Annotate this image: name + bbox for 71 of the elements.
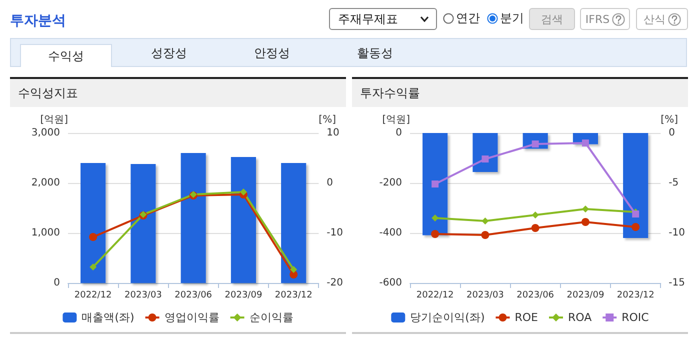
text: 투자분석	[10, 12, 66, 30]
point	[89, 233, 98, 241]
y2-tick-label: -10	[326, 228, 344, 238]
y2-axis-title: [%]	[660, 114, 678, 126]
point	[90, 264, 97, 270]
text: 성장성	[150, 45, 188, 62]
legend-label: 당기순이익(좌)	[410, 311, 485, 324]
y2-tick-label: -10	[668, 228, 686, 238]
point	[431, 230, 440, 238]
y-tick-label: -600	[379, 278, 402, 288]
x-tick-label: 2023/12	[274, 290, 312, 300]
point	[482, 218, 489, 224]
y-tick-label: -400	[379, 228, 402, 238]
y-tick-label: 3,000	[31, 128, 60, 138]
y-tick-label: 0	[396, 128, 402, 138]
text: 산식	[636, 8, 688, 30]
text: IFRS	[580, 8, 630, 30]
point	[432, 180, 439, 188]
bar	[180, 153, 206, 283]
bar	[281, 163, 306, 283]
chart-title: 수익성지표	[10, 77, 346, 107]
x-tick-label: 2023/06	[174, 290, 212, 300]
y2-axis-title: [%]	[318, 114, 336, 126]
text: 안정성	[253, 45, 291, 62]
y-axis-title: [억원]	[40, 114, 68, 126]
y-tick-label: 2,000	[31, 178, 60, 188]
y-tick-label: 0	[54, 278, 60, 288]
x-tick-label: 2023/03	[124, 290, 162, 300]
y2-tick-label: -20	[326, 278, 344, 288]
point	[582, 206, 589, 212]
point	[581, 218, 590, 226]
bar	[80, 163, 106, 283]
y2-tick-label: -5	[668, 178, 679, 188]
point	[432, 214, 439, 222]
bar	[130, 164, 156, 283]
text: 분기	[499, 10, 524, 27]
text: 검색	[529, 8, 575, 30]
y2-tick-label: 0	[668, 128, 676, 138]
text: 연간	[455, 10, 480, 27]
legend-label: 순이익률	[249, 311, 294, 324]
point	[531, 224, 540, 232]
x-tick-label: 2023/09	[566, 290, 604, 300]
text: 활동성	[356, 45, 394, 62]
text: 주재무제표	[329, 8, 437, 30]
point	[240, 188, 247, 196]
x-tick-label: 2023/03	[466, 290, 504, 300]
bar	[230, 157, 256, 283]
legend-label: ROIC	[622, 311, 650, 324]
chart-title: 투자수익률	[352, 77, 688, 107]
point	[632, 223, 640, 231]
legend-label: ROE	[514, 311, 538, 324]
point	[290, 266, 298, 273]
x-tick-label: 2022/12	[416, 290, 454, 300]
y-tick-label: -200	[379, 178, 402, 188]
y2-tick-label: -15	[668, 278, 686, 288]
y2-tick-label: 10	[326, 128, 340, 138]
point	[532, 212, 539, 218]
y-tick-label: 1,000	[31, 228, 60, 238]
x-tick-label: 2023/12	[616, 290, 654, 300]
y2-tick-label: 0	[326, 178, 334, 188]
legend-label: 영업이익률	[164, 311, 220, 324]
x-tick-label: 2023/09	[224, 290, 262, 300]
text: 수익성	[20, 44, 112, 67]
point	[481, 231, 490, 239]
x-tick-label: 2022/12	[74, 290, 112, 300]
point	[482, 156, 489, 162]
x-tick-label: 2023/06	[516, 290, 554, 300]
point	[582, 140, 589, 146]
legend-label: ROA	[568, 311, 592, 324]
y-axis-title: [억원]	[382, 114, 410, 126]
legend-label: 매출액(좌)	[82, 311, 134, 324]
